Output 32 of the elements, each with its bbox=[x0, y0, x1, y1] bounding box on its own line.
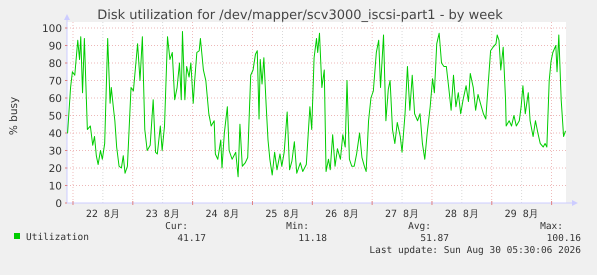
text: Max: bbox=[540, 221, 563, 232]
text: Min: bbox=[286, 221, 309, 232]
text: Last update: Sun Aug 30 05:30:06 2026 bbox=[369, 245, 582, 256]
x-tick-label: 25 8月 bbox=[265, 209, 300, 220]
x-tick-label: 28 8月 bbox=[444, 209, 479, 220]
y-tick-label: 30 bbox=[48, 146, 62, 158]
text: Cur: bbox=[165, 221, 188, 232]
text: Avg: bbox=[408, 221, 431, 232]
y-tick-label: 20 bbox=[48, 163, 62, 175]
y-tick-label: 60 bbox=[48, 93, 62, 105]
text: 11.18 bbox=[298, 233, 328, 244]
y-tick-label: 40 bbox=[48, 128, 62, 140]
y-tick-label: 100 bbox=[42, 23, 62, 35]
y-tick-label: 50 bbox=[48, 110, 62, 122]
y-tick-label: 90 bbox=[48, 40, 62, 52]
text: 100.16 bbox=[546, 233, 582, 244]
chart-title: Disk utilization for /dev/mapper/scv3000_iscsi-part1 - by week bbox=[97, 8, 504, 23]
x-tick-label: 23 8月 bbox=[146, 209, 180, 220]
y-axis-title: % busy bbox=[8, 96, 20, 136]
y-tick-label: 70 bbox=[48, 76, 62, 88]
y-tick-label: 80 bbox=[48, 58, 62, 70]
x-tick-label: 24 8月 bbox=[206, 209, 240, 220]
text: 51.87 bbox=[420, 233, 449, 244]
y-tick-label: 10 bbox=[48, 180, 62, 192]
line-series bbox=[67, 31, 566, 178]
text: 41.17 bbox=[177, 233, 206, 244]
x-tick-label: 27 8月 bbox=[385, 209, 420, 220]
legend-label: Utilization bbox=[26, 232, 89, 243]
x-tick-label: 22 8月 bbox=[86, 209, 120, 220]
x-tick-label: 26 8月 bbox=[325, 209, 360, 220]
x-tick-label: 29 8月 bbox=[504, 209, 539, 220]
y-tick-label: 0 bbox=[55, 198, 62, 210]
